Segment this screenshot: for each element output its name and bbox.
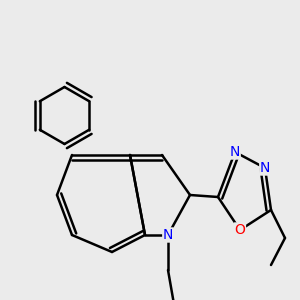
Text: N: N bbox=[230, 145, 240, 159]
Text: O: O bbox=[235, 223, 245, 237]
Text: N: N bbox=[260, 161, 270, 175]
Text: N: N bbox=[163, 228, 173, 242]
